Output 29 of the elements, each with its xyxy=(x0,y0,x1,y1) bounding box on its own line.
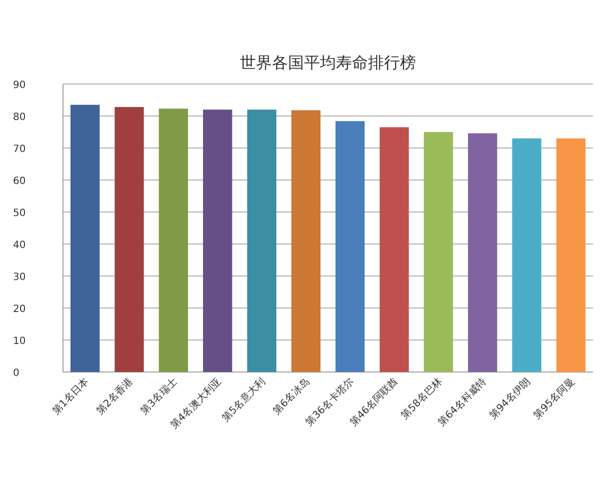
bar xyxy=(556,138,586,372)
bar xyxy=(468,133,498,372)
bar xyxy=(203,110,232,372)
y-tick-label: 0 xyxy=(13,368,20,379)
y-tick-label: 80 xyxy=(13,112,26,123)
y-tick-label: 20 xyxy=(13,304,26,315)
bar xyxy=(158,108,188,372)
y-tick-label: 90 xyxy=(13,80,26,91)
bar xyxy=(512,138,542,372)
bar xyxy=(70,104,100,372)
x-tick-label: 第5名意大利 xyxy=(220,376,268,424)
x-tick-label: 第95名阿曼 xyxy=(531,376,578,422)
y-tick-label: 60 xyxy=(13,176,26,187)
y-tick-label: 10 xyxy=(13,336,26,347)
y-tick-label: 70 xyxy=(13,144,26,155)
y-tick-label: 50 xyxy=(13,208,26,219)
x-tick-label: 第2名香港 xyxy=(94,376,136,417)
y-tick-label: 40 xyxy=(13,240,26,251)
bar xyxy=(380,127,409,372)
x-tick-label: 第1名日本 xyxy=(50,376,92,417)
chart-title: 世界各国平均寿命排行榜 xyxy=(240,53,416,72)
x-tick-label: 第3名瑞士 xyxy=(138,376,180,417)
bar xyxy=(114,107,144,372)
bar xyxy=(291,110,320,372)
y-tick-label: 30 xyxy=(13,272,26,283)
bar xyxy=(247,110,276,372)
bar xyxy=(336,121,365,372)
x-tick-label: 第94名伊朗 xyxy=(487,376,533,422)
bar xyxy=(424,132,453,372)
